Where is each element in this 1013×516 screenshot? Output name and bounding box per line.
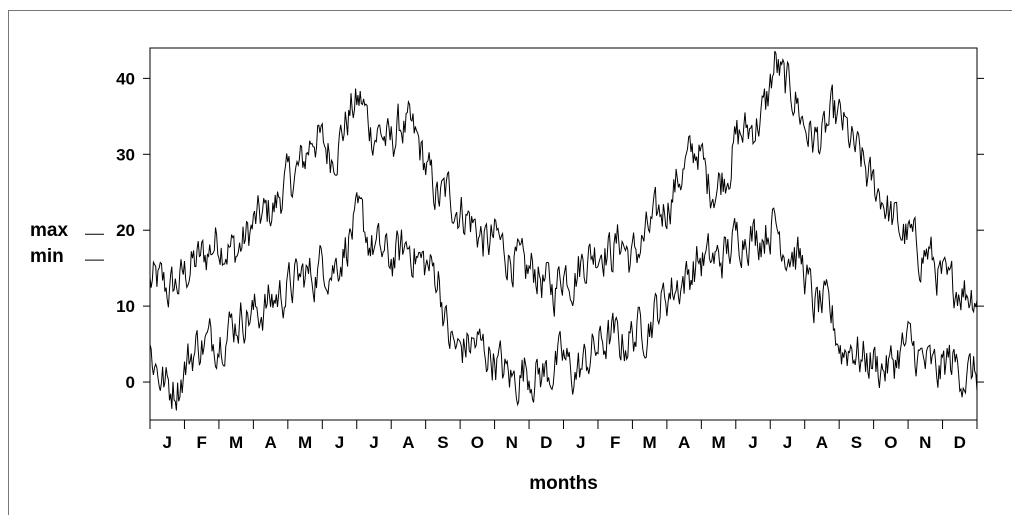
x-tick-label: A xyxy=(264,433,276,452)
x-tick-label: N xyxy=(506,433,518,452)
legend-label-max: max xyxy=(30,220,68,241)
x-tick-label: M xyxy=(229,433,243,452)
plot-area xyxy=(149,47,978,421)
y-tick-label: 20 xyxy=(116,221,135,240)
y-tick-label: 10 xyxy=(116,297,135,316)
x-tick-label: J xyxy=(162,433,171,452)
y-tick-label: 40 xyxy=(116,69,135,88)
x-tick-label: N xyxy=(919,433,931,452)
x-tick-label: D xyxy=(954,433,966,452)
x-tick-label: A xyxy=(678,433,690,452)
x-tick-label: S xyxy=(851,433,862,452)
x-tick-label: M xyxy=(643,433,657,452)
y-axis: 0 10 20 30 40 xyxy=(116,69,984,392)
x-tick-label: D xyxy=(540,433,552,452)
x-tick-label: F xyxy=(196,433,206,452)
x-tick-label: J xyxy=(783,433,792,452)
x-tick-label: F xyxy=(610,433,620,452)
x-tick-label: J xyxy=(576,433,585,452)
series-layer xyxy=(149,50,978,411)
x-tick-label: J xyxy=(335,433,344,452)
series-line-max xyxy=(149,50,978,317)
x-tick-label: J xyxy=(369,433,378,452)
x-tick-label: M xyxy=(298,433,312,452)
x-tick-label: A xyxy=(402,433,414,452)
series-line-min xyxy=(149,192,978,411)
x-tick-label: A xyxy=(816,433,828,452)
x-tick-label: M xyxy=(711,433,725,452)
x-tick-label: O xyxy=(471,433,484,452)
y-tick-label: 30 xyxy=(116,145,135,164)
x-tick-label: O xyxy=(884,433,897,452)
legend: max min xyxy=(30,220,104,267)
x-axis-title: months xyxy=(529,473,598,494)
y-tick-label: 0 xyxy=(126,373,135,392)
x-tick-label: S xyxy=(437,433,448,452)
x-tick-label: J xyxy=(748,433,757,452)
chart-frame xyxy=(8,10,1012,515)
legend-label-min: min xyxy=(30,246,64,267)
